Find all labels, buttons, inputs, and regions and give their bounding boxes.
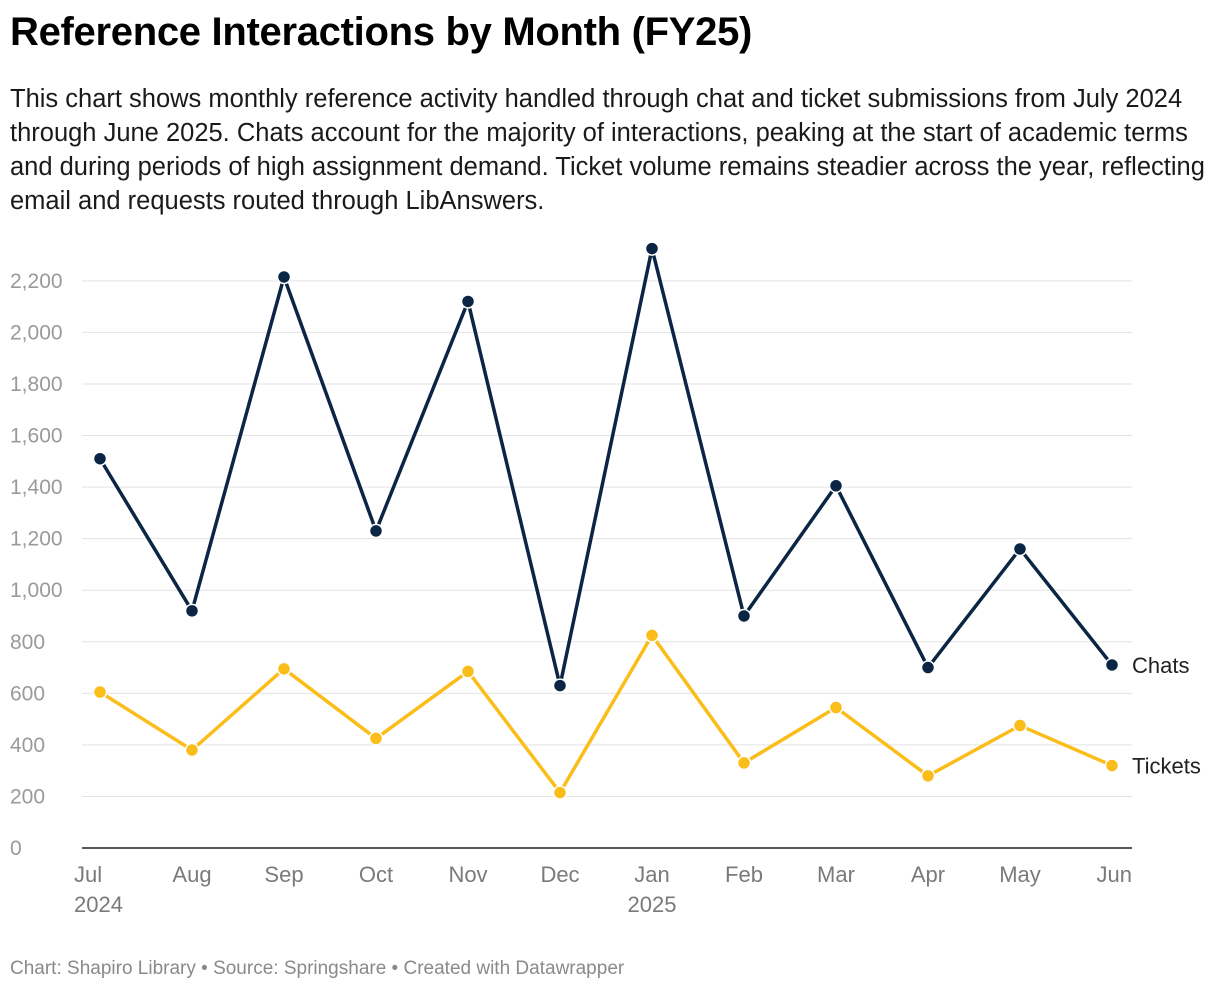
chart-subtitle: This chart shows monthly reference activ…: [10, 85, 1205, 215]
y-tick-label: 1,000: [10, 579, 63, 602]
chart-title: Reference Interactions by Month (FY25): [10, 10, 753, 54]
x-tick-year-label: 2024: [74, 892, 123, 917]
y-tick-label: 200: [10, 785, 45, 808]
data-point-tickets: [92, 684, 108, 700]
y-tick-label: 600: [10, 682, 45, 705]
x-tick-label: Jan: [634, 862, 669, 887]
x-tick-label: Sep: [264, 862, 303, 887]
data-point-chats: [1104, 657, 1120, 673]
series-layer: Chats Tickets: [92, 241, 1201, 800]
data-point-chats: [828, 478, 844, 494]
series-label-tickets: Tickets: [1132, 754, 1201, 779]
chart-footer-credit: Chart: Shapiro Library • Source: Springs…: [10, 958, 625, 979]
data-point-tickets: [828, 700, 844, 715]
data-point-tickets: [1012, 718, 1028, 733]
x-tick-label: Jul: [74, 862, 102, 887]
data-point-chats: [644, 241, 660, 256]
y-tick-label: 2,200: [10, 270, 63, 293]
y-tick-label: 800: [10, 631, 45, 654]
y-tick-label: 1,200: [10, 528, 63, 551]
y-tick-label: 1,400: [10, 476, 63, 499]
y-tick-label: 1,800: [10, 373, 63, 396]
series-chats: Chats: [92, 241, 1189, 693]
x-tick-label: Mar: [817, 862, 855, 887]
x-tick-label: Jun: [1097, 862, 1132, 887]
x-tick-label: May: [999, 862, 1041, 887]
x-tick-label: Nov: [448, 862, 487, 887]
x-tick-label: Feb: [725, 862, 763, 887]
data-point-tickets: [920, 768, 936, 784]
series-tickets: Tickets: [92, 628, 1201, 800]
data-point-tickets: [736, 755, 752, 771]
data-point-tickets: [368, 731, 384, 746]
y-axis-tick-labels: 0 200 400 600 800 1,000 1,200 1,400 1,600 1,800 2,…: [10, 270, 63, 860]
y-tick-label: 2,000: [10, 321, 63, 344]
data-point-chats: [92, 451, 108, 466]
series-label-chats: Chats: [1132, 653, 1189, 678]
data-point-tickets: [1104, 758, 1120, 773]
grid-lines: [82, 280, 1132, 849]
x-tick-year-label: 2025: [628, 892, 677, 917]
data-point-chats: [460, 294, 476, 309]
data-point-tickets: [552, 785, 568, 800]
data-point-chats: [736, 608, 752, 624]
x-tick-label: Apr: [911, 862, 945, 887]
x-tick-label: Dec: [540, 862, 579, 887]
data-point-tickets: [644, 628, 660, 643]
data-point-chats: [920, 660, 936, 675]
data-point-tickets: [184, 742, 200, 758]
data-point-chats: [184, 603, 200, 619]
y-tick-label: 1,600: [10, 425, 63, 448]
x-axis-tick-labels: Jul Aug Sep Oct Nov Dec Jan Feb Mar Apr May Jun 2024…: [74, 862, 1132, 917]
data-point-chats: [368, 523, 384, 539]
x-tick-label: Aug: [172, 862, 211, 887]
y-tick-label: 0: [10, 837, 22, 860]
data-point-chats: [276, 269, 292, 285]
data-point-tickets: [460, 664, 476, 679]
x-tick-label: Oct: [359, 862, 393, 887]
data-point-chats: [552, 678, 568, 693]
y-tick-label: 400: [10, 734, 45, 757]
series-line-chats: [98, 246, 1114, 688]
line-chart: 0 200 400 600 800 1,000 1,200 1,400 1,600 1,800 2,…: [10, 241, 1201, 917]
data-point-chats: [1012, 541, 1028, 557]
data-point-tickets: [276, 661, 292, 677]
series-line-tickets: [98, 633, 1114, 795]
